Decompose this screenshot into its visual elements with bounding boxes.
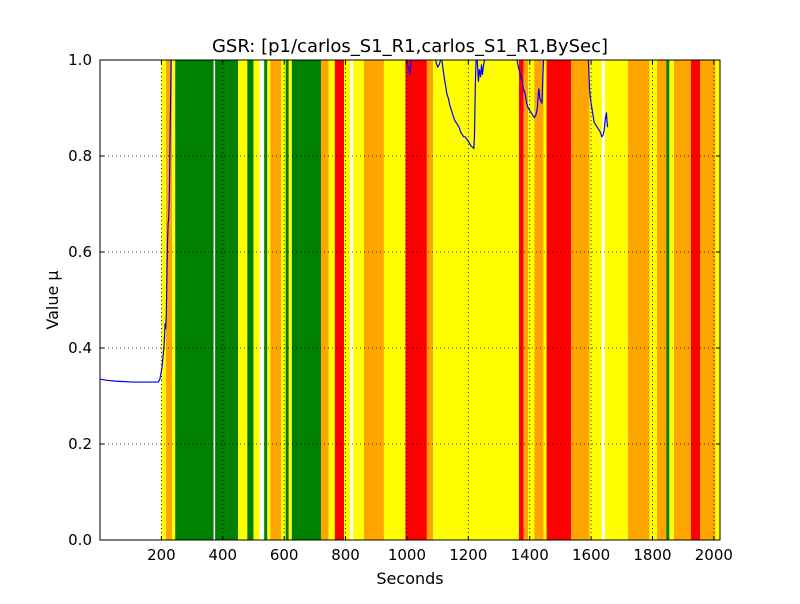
x-tick-label-6: 1400 <box>511 546 549 564</box>
band-yellow-43 <box>715 60 720 540</box>
band-red-23 <box>405 60 427 540</box>
x-tick-label-0: 200 <box>147 546 176 564</box>
band-yellow-34 <box>604 60 628 540</box>
x-tick-label-1: 400 <box>208 546 237 564</box>
x-tick-label-8: 1800 <box>633 546 671 564</box>
band-yellow-22 <box>383 60 406 540</box>
x-tick-label-3: 800 <box>331 546 360 564</box>
band-yellow-25 <box>433 60 519 540</box>
band-orange-29 <box>534 60 544 540</box>
band-green-3 <box>175 60 214 540</box>
band-orange-24 <box>426 60 434 540</box>
x-tick-label-5: 1200 <box>449 546 487 564</box>
band-green-9 <box>264 60 268 540</box>
y-tick-label-4: 0.8 <box>68 147 92 165</box>
band-orange-21 <box>363 60 384 540</box>
ticks-layer: 200 400 600 800 1000 1200 1400 1600 1800 2000 0.0 0… <box>68 51 733 564</box>
plot-frame <box>99 59 721 541</box>
band-green-4 <box>215 60 239 540</box>
band-green-7 <box>247 60 254 540</box>
band-orange-35 <box>627 60 650 540</box>
band-red-18 <box>334 60 345 540</box>
band-orange-27 <box>523 60 529 540</box>
band-yellow-12 <box>281 60 286 540</box>
band-yellow-36 <box>649 60 658 540</box>
y-tick-label-3: 0.6 <box>68 243 92 261</box>
band-yellow-8 <box>253 60 260 540</box>
band-orange-32 <box>571 60 590 540</box>
band-layer <box>161 60 720 540</box>
band-yellow-14 <box>288 60 292 540</box>
band-yellow-20 <box>353 60 364 540</box>
band-orange-40 <box>673 60 691 540</box>
y-axis-label: Value μ <box>43 270 62 329</box>
band-green-38 <box>666 60 670 540</box>
band-orange-16 <box>320 60 329 540</box>
band-orange-11 <box>270 60 282 540</box>
series-line-0 <box>100 60 609 383</box>
band-orange-1 <box>165 60 173 540</box>
band-green-13 <box>285 60 289 540</box>
line-layer <box>100 60 609 383</box>
y-tick-label-2: 0.4 <box>68 339 92 357</box>
y-tick-label-5: 1.0 <box>68 51 92 69</box>
x-tick-label-2: 600 <box>270 546 299 564</box>
band-yellow-0 <box>161 60 166 540</box>
band-yellow-30 <box>543 60 547 540</box>
x-axis-label: Seconds <box>376 569 443 588</box>
x-tick-label-9: 2000 <box>695 546 733 564</box>
band-yellow-6 <box>241 60 248 540</box>
y-tick-label-0: 0.0 <box>68 531 92 549</box>
band-yellow-17 <box>328 60 335 540</box>
band-yellow-33 <box>589 60 602 540</box>
band-yellow-2 <box>172 60 176 540</box>
band-yellow-5 <box>238 60 242 540</box>
band-yellow-39 <box>669 60 674 540</box>
x-tick-label-7: 1600 <box>572 546 610 564</box>
band-yellow-19 <box>344 60 351 540</box>
x-tick-label-4: 1000 <box>388 546 426 564</box>
band-orange-37 <box>657 60 667 540</box>
band-yellow-10 <box>267 60 271 540</box>
band-green-15 <box>291 60 321 540</box>
chart-title: GSR: [p1/carlos_S1_R1,carlos_S1_R1,BySec… <box>212 36 608 57</box>
y-tick-label-1: 0.2 <box>68 435 92 453</box>
band-yellow-28 <box>528 60 535 540</box>
band-orange-42 <box>700 60 716 540</box>
band-red-26 <box>518 60 524 540</box>
band-red-31 <box>546 60 572 540</box>
band-red-41 <box>690 60 701 540</box>
